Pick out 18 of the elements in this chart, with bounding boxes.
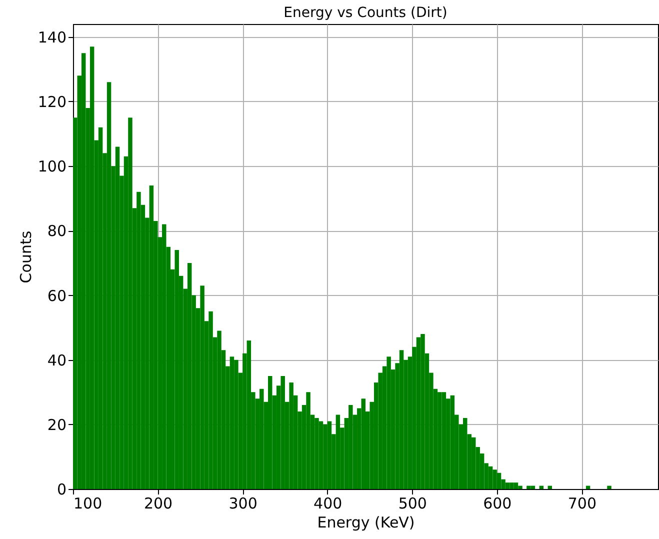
x-axis-title: Energy (KeV) [317, 514, 415, 532]
y-tick-label: 120 [38, 93, 66, 111]
x-tick-label: 600 [483, 494, 512, 512]
y-tick-label: 80 [47, 222, 66, 240]
y-tick-label: 20 [47, 416, 66, 434]
y-tick-label: 0 [56, 480, 66, 498]
y-tick-label: 100 [38, 158, 66, 176]
x-tick-label: 200 [144, 494, 173, 512]
x-tick-label: 400 [314, 494, 342, 512]
y-tick-label: 60 [47, 286, 66, 305]
x-tick-label: 700 [568, 494, 597, 512]
y-tick-label: 40 [47, 351, 66, 370]
chart-title: Energy vs Counts (Dirt) [284, 5, 448, 21]
y-axis-title: Counts [16, 230, 35, 284]
x-tick-label: 100 [74, 494, 102, 512]
x-tick-label: 500 [398, 494, 427, 512]
x-tick-label: 300 [228, 494, 258, 512]
y-tick-label: 140 [38, 28, 66, 46]
